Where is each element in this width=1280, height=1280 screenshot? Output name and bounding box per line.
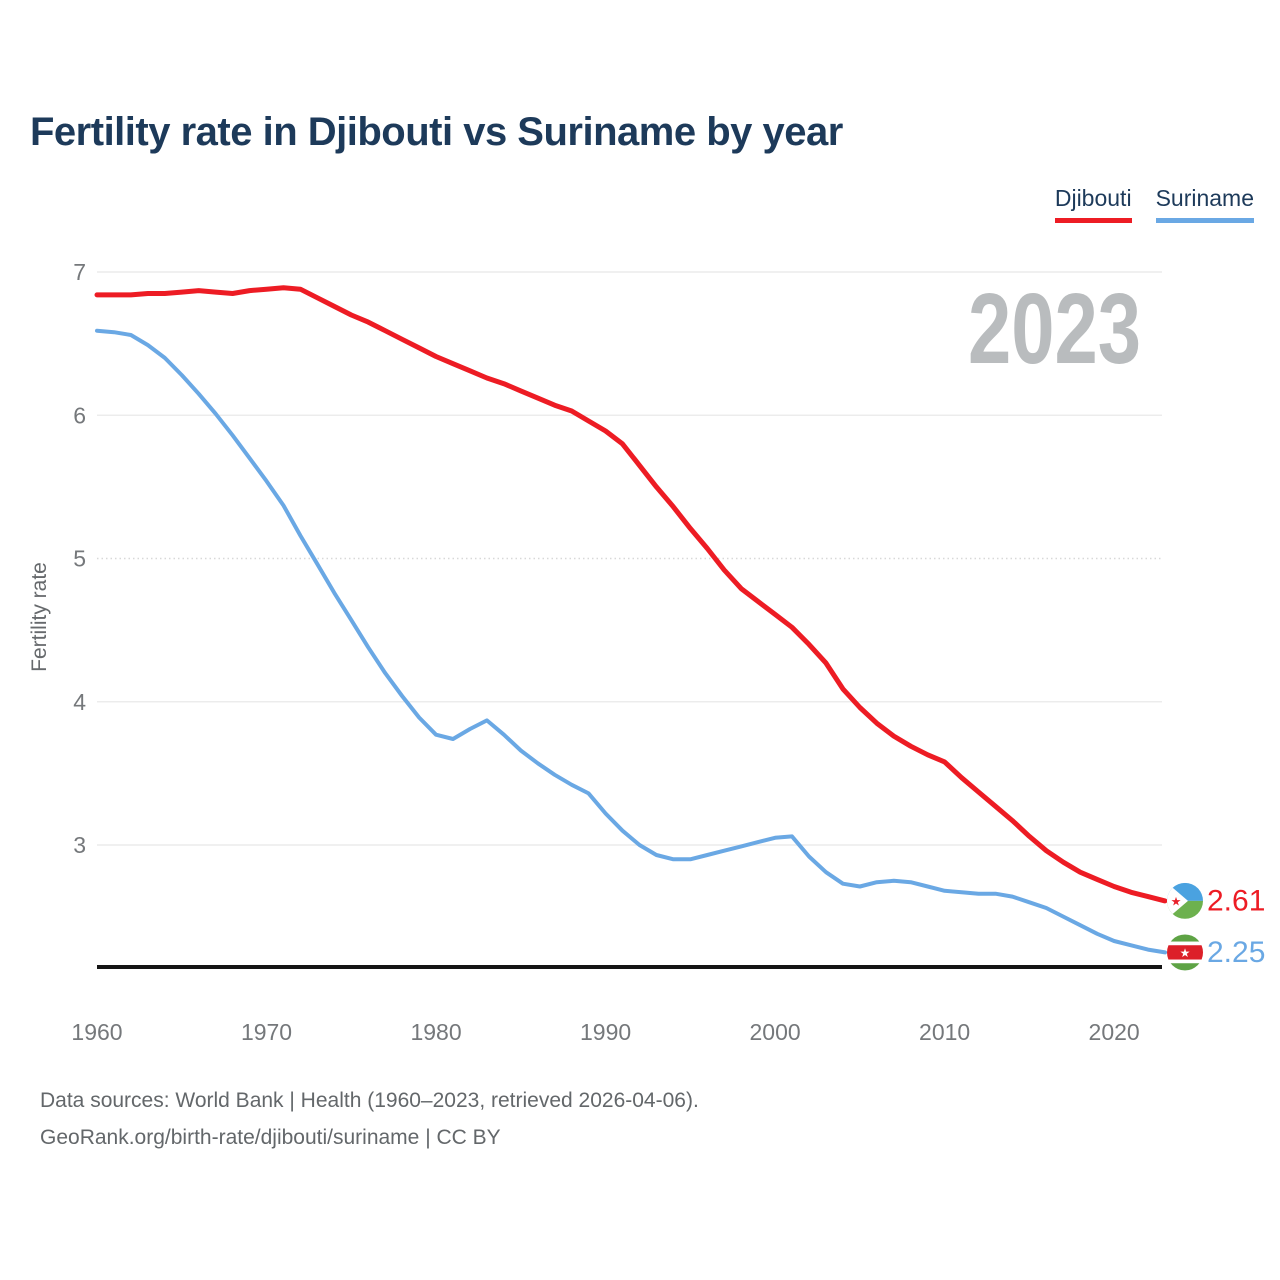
suriname-flag-icon: ★ (1167, 934, 1203, 971)
djibouti-end-value: 2.61 (1207, 884, 1265, 917)
x-tick-label-2000: 2000 (750, 1019, 801, 1045)
legend-item-suriname[interactable]: Suriname (1155, 185, 1254, 224)
svg-text:★: ★ (1180, 946, 1191, 960)
suriname-line (95, 328, 1167, 955)
y-tick-label-6: 6 (73, 402, 86, 428)
footer-attribution: GeoRank.org/birth-rate/djibouti/suriname… (40, 1126, 501, 1149)
suriname-end-value: 2.25 (1207, 936, 1265, 969)
y-tick-label-7: 7 (73, 259, 86, 285)
footer: Data sources: World Bank | Health (1960–… (40, 1082, 699, 1156)
y-axis-title: Fertility rate (28, 562, 51, 672)
djibouti-line (94, 285, 1168, 904)
legend: Djibouti Suriname (1054, 185, 1254, 224)
footer-sources: Data sources: World Bank | Health (1960–… (40, 1089, 699, 1112)
x-tick-label-1970: 1970 (241, 1019, 292, 1045)
y-tick-label-4: 4 (73, 689, 86, 715)
y-tick-label-5: 5 (73, 546, 86, 572)
svg-text:★: ★ (1171, 894, 1182, 908)
page-title: Fertility rate in Djibouti vs Suriname b… (30, 110, 843, 154)
y-tick-label-3: 3 (73, 832, 86, 858)
djibouti-flag-icon: ★ (1167, 882, 1203, 919)
x-tick-label-1960: 1960 (71, 1019, 122, 1045)
watermark-year: 2023 (968, 273, 1141, 385)
x-tick-label-1980: 1980 (410, 1019, 461, 1045)
x-tick-label-2010: 2010 (919, 1019, 970, 1045)
x-tick-label-1990: 1990 (580, 1019, 631, 1045)
legend-item-djibouti[interactable]: Djibouti (1054, 185, 1132, 224)
x-tick-label-2020: 2020 (1089, 1019, 1140, 1045)
